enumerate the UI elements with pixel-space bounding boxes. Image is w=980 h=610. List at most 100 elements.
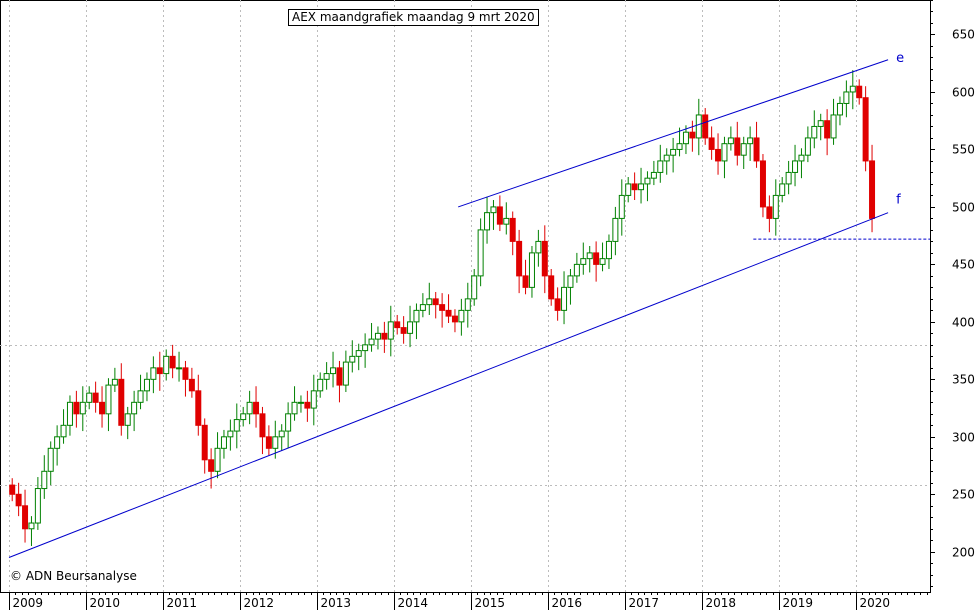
candle-body (374, 332, 381, 340)
candle-body (220, 436, 227, 449)
candle-body (772, 194, 779, 219)
candle-body (747, 137, 754, 145)
candle-body (727, 137, 734, 145)
y-tick-label: 300 (952, 431, 975, 445)
candle-body (695, 114, 702, 139)
candle-body (285, 413, 292, 432)
y-tick-label: 550 (952, 143, 975, 157)
candle-body (715, 148, 722, 162)
candle-body (47, 447, 54, 472)
candle-body (233, 419, 240, 432)
candle-body (484, 212, 491, 231)
candle-body (824, 120, 831, 139)
candle-body (439, 304, 446, 311)
candle-body (734, 137, 741, 156)
candle-body (869, 160, 876, 219)
candle-body (150, 367, 157, 380)
x-tick-label: 2011 (167, 596, 198, 610)
candle-body (407, 321, 414, 334)
candle-body (323, 373, 330, 380)
y-tick-label: 650 (952, 28, 975, 42)
candle-body (573, 263, 580, 277)
candle-body (785, 171, 792, 185)
candle-body (631, 183, 638, 191)
y-tick-label: 450 (952, 258, 975, 272)
candle-body (60, 424, 67, 438)
trendline-label-f: f (896, 192, 901, 207)
x-tick-label: 2019 (783, 596, 814, 610)
candle-body (593, 252, 600, 265)
candle-body (400, 327, 407, 334)
candle-body (618, 194, 625, 219)
x-tick-label: 2020 (860, 596, 891, 610)
candle-body (272, 436, 279, 449)
candle-body (79, 401, 86, 415)
candle-body (99, 401, 106, 415)
x-tick-label: 2015 (475, 596, 506, 610)
candle-body (253, 401, 260, 415)
candle-body (304, 401, 311, 409)
plot-area (0, 0, 931, 593)
candle-body (381, 332, 388, 340)
candle-body (740, 143, 747, 156)
candle-body (163, 355, 170, 375)
candle-body (535, 240, 542, 254)
candle-body (708, 137, 715, 150)
candle-body (66, 401, 73, 426)
candle-body (362, 344, 369, 352)
candle-body (137, 390, 144, 403)
candle-body (15, 493, 22, 507)
candle-body (471, 275, 478, 300)
candle-body (670, 148, 677, 156)
x-tick-label: 2012 (244, 596, 275, 610)
y-tick-label: 600 (952, 86, 975, 100)
candle-body (143, 378, 150, 392)
candle-body (34, 488, 41, 524)
candle-body (227, 430, 234, 438)
candle-body (451, 315, 458, 323)
candle-body (541, 240, 548, 277)
candle-body (682, 131, 689, 145)
candle-body (214, 447, 221, 472)
candle-body (368, 338, 375, 346)
candle-body (689, 131, 696, 139)
candle-body (580, 258, 587, 265)
candle-body (721, 143, 728, 162)
candle-body (759, 160, 766, 208)
candle-body (297, 401, 304, 404)
candle-body (291, 401, 298, 415)
candle-body (676, 143, 683, 150)
candle-body (638, 183, 645, 191)
candle-body (702, 114, 709, 139)
candle-body (188, 378, 195, 392)
candle-body (54, 436, 61, 449)
candle-body (509, 217, 516, 242)
candle-body (22, 505, 29, 530)
x-tick-label: 2010 (90, 596, 121, 610)
candle-body (317, 378, 324, 392)
candle-body (522, 275, 529, 288)
candle-body (811, 125, 818, 139)
candle-body (156, 367, 163, 375)
candle-body (278, 430, 285, 438)
candle-body (599, 258, 606, 265)
trendline-lower (8, 212, 889, 558)
candle-body (426, 298, 433, 306)
candle-body (804, 137, 811, 156)
candle-body (336, 367, 343, 386)
candle-body (41, 470, 48, 490)
candle-body (856, 85, 863, 99)
candle-body (650, 171, 657, 179)
candle-body (458, 309, 465, 323)
candle-body (413, 309, 420, 323)
candle-body (342, 361, 349, 386)
candle-body (567, 275, 574, 288)
candle-body (355, 350, 362, 357)
candle-body (387, 321, 394, 340)
candle-body (528, 252, 535, 288)
candle-body (445, 309, 452, 317)
candle-body (111, 378, 118, 386)
candle-body (625, 183, 632, 196)
candle-body (124, 413, 131, 426)
